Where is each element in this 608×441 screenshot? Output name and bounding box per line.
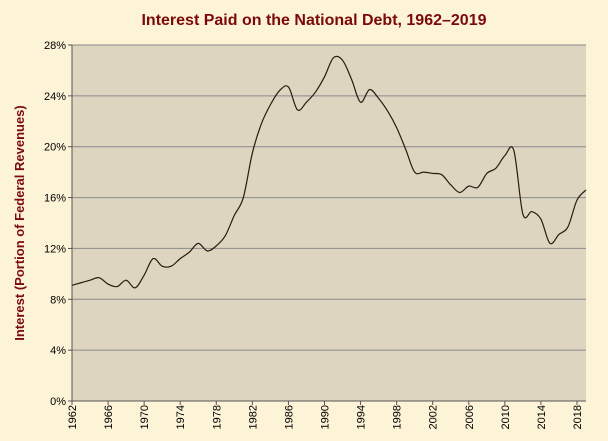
y-tick-label: 8% (50, 294, 66, 306)
x-tick-label: 2006 (464, 405, 476, 429)
y-tick-label: 12% (44, 243, 66, 255)
x-tick-label: 1986 (283, 405, 295, 429)
x-tick-label: 1970 (139, 405, 151, 429)
y-tick-label: 28% (44, 40, 66, 52)
y-tick-label: 20% (44, 142, 66, 154)
x-tick-label: 2010 (500, 405, 512, 429)
data-line (71, 55, 587, 289)
x-tick-label: 1990 (319, 405, 331, 429)
x-tick-label: 1966 (103, 405, 115, 429)
x-tick-label: 1982 (247, 405, 259, 429)
plot-area (72, 45, 586, 401)
x-tick-label: 2018 (572, 405, 584, 429)
x-tick-label: 1962 (67, 405, 79, 429)
y-tick-label: 0% (50, 396, 66, 408)
x-tick-label: 1974 (175, 405, 187, 429)
x-tick-label: 2002 (428, 405, 440, 429)
y-tick-label: 16% (44, 193, 66, 205)
y-tick-label: 24% (44, 91, 66, 103)
x-tick-label: 1998 (392, 405, 404, 429)
x-tick-label: 2014 (536, 405, 548, 429)
y-axis-label: Interest (Portion of Federal Revenues) (12, 105, 27, 341)
chart-title: Interest Paid on the National Debt, 1962… (141, 12, 486, 29)
x-tick-label: 1978 (211, 405, 223, 429)
y-tick-label: 4% (50, 345, 66, 357)
x-tick-label: 1994 (356, 405, 368, 429)
